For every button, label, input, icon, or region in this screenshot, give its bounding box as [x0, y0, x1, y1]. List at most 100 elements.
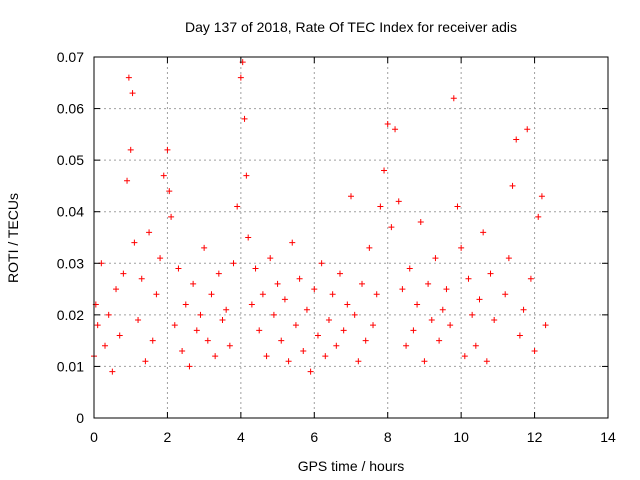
y-tick-label: 0.07	[57, 49, 84, 65]
data-point	[395, 198, 402, 205]
data-point	[403, 342, 410, 349]
data-point	[267, 255, 274, 262]
data-point	[127, 146, 134, 153]
data-point	[241, 115, 248, 122]
data-point	[285, 358, 292, 365]
data-point	[270, 311, 277, 318]
data-point	[204, 337, 211, 344]
data-point	[388, 224, 395, 231]
chart-title: Day 137 of 2018, Rate Of TEC Index for r…	[185, 19, 517, 35]
data-point	[223, 306, 230, 313]
data-point	[157, 255, 164, 262]
data-point	[116, 332, 123, 339]
data-point	[256, 327, 263, 334]
data-point	[120, 270, 127, 277]
data-point	[303, 306, 310, 313]
data-point	[94, 322, 101, 329]
data-point	[314, 332, 321, 339]
data-point	[491, 317, 498, 324]
data-point	[406, 265, 413, 272]
data-point	[281, 296, 288, 303]
data-point	[370, 322, 377, 329]
data-point	[344, 301, 351, 308]
data-point	[142, 358, 149, 365]
data-point	[377, 203, 384, 210]
data-point	[186, 363, 193, 370]
data-point	[336, 270, 343, 277]
data-point	[168, 213, 175, 220]
data-point	[248, 301, 255, 308]
data-point	[447, 322, 454, 329]
data-point	[432, 255, 439, 262]
data-point	[516, 332, 523, 339]
data-point	[472, 342, 479, 349]
data-point	[318, 260, 325, 267]
y-tick-label: 0.02	[57, 307, 84, 323]
data-point	[542, 322, 549, 329]
data-point	[109, 368, 116, 375]
data-point	[509, 182, 516, 189]
data-point	[124, 177, 131, 184]
data-point	[384, 121, 391, 128]
data-point	[307, 368, 314, 375]
data-point	[333, 342, 340, 349]
data-point	[175, 265, 182, 272]
y-tick-labels: 0 0.01 0.02 0.03 0.04 0.05 0.06 0.07	[57, 49, 84, 426]
data-point	[311, 286, 318, 293]
data-point	[417, 219, 424, 226]
data-point	[234, 203, 241, 210]
data-point	[153, 291, 160, 298]
data-point	[230, 260, 237, 267]
y-axis-label: ROTI / TECUs	[5, 193, 21, 283]
data-point	[208, 291, 215, 298]
data-point	[278, 337, 285, 344]
data-point	[476, 296, 483, 303]
data-point	[469, 311, 476, 318]
data-point	[274, 280, 281, 287]
data-point	[450, 95, 457, 102]
data-point	[237, 74, 244, 81]
data-point	[362, 337, 369, 344]
data-point	[421, 358, 428, 365]
data-point	[535, 213, 542, 220]
data-point	[322, 353, 329, 360]
x-tick-labels: 0 2 4 6 8 10 12 14	[90, 429, 616, 445]
data-point	[131, 239, 138, 246]
data-point	[300, 347, 307, 354]
x-tick-label: 12	[527, 429, 543, 445]
data-point	[329, 291, 336, 298]
data-point	[149, 337, 156, 344]
data-point	[480, 229, 487, 236]
y-tick-label: 0	[76, 410, 84, 426]
data-point	[179, 347, 186, 354]
data-point	[359, 280, 366, 287]
data-point	[454, 203, 461, 210]
data-point	[212, 353, 219, 360]
data-point	[392, 126, 399, 133]
data-point	[381, 167, 388, 174]
data-point	[190, 280, 197, 287]
data-point	[193, 327, 200, 334]
data-point	[465, 275, 472, 282]
data-point	[527, 275, 534, 282]
data-point	[325, 317, 332, 324]
x-axis-label: GPS time / hours	[298, 458, 405, 474]
x-tick-label: 2	[164, 429, 172, 445]
data-point	[129, 90, 136, 97]
data-point	[340, 327, 347, 334]
data-point	[164, 146, 171, 153]
data-point	[538, 193, 545, 200]
data-point	[520, 306, 527, 313]
data-point	[428, 317, 435, 324]
data-point	[243, 172, 250, 179]
data-point	[226, 342, 233, 349]
data-point	[259, 291, 266, 298]
data-point	[146, 229, 153, 236]
data-point	[171, 322, 178, 329]
data-point	[513, 136, 520, 143]
x-tick-label: 14	[600, 429, 616, 445]
plot-frame	[93, 56, 609, 419]
data-point	[197, 311, 204, 318]
data-point	[125, 74, 132, 81]
